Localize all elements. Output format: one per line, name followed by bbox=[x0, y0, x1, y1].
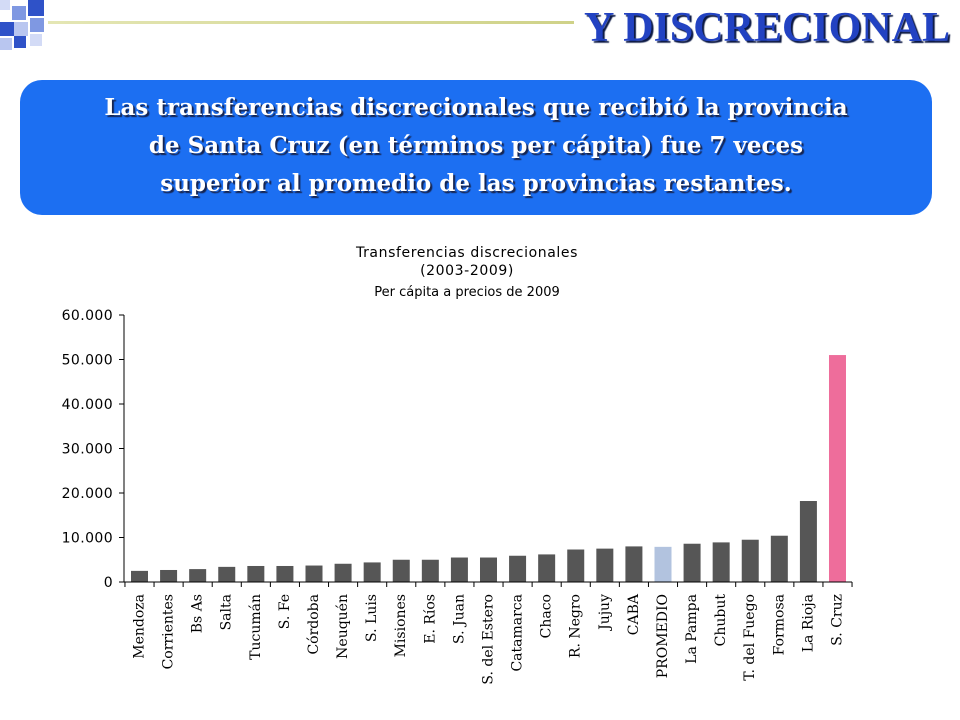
bar-catamarca bbox=[509, 555, 527, 582]
bar-jujuy bbox=[596, 548, 614, 582]
category-label-la-rioja: La Rioja bbox=[800, 594, 816, 652]
bar-corrientes bbox=[160, 569, 178, 582]
bar-salta bbox=[218, 566, 236, 582]
category-label-s-del-estero: S. del Estero bbox=[480, 594, 496, 685]
y-tick-label: 50.000 bbox=[62, 353, 113, 369]
category-label-corrientes: Corrientes bbox=[161, 594, 177, 669]
callout-line-3: superior al promedio de las provincias r… bbox=[160, 170, 792, 197]
category-label-t-del-fuego: T. del Fuego bbox=[742, 594, 758, 681]
decoration-square bbox=[0, 0, 10, 10]
callout-line-1: Las transferencias discrecionales que re… bbox=[104, 94, 848, 121]
bar-tucuman bbox=[247, 565, 265, 582]
decoration-square bbox=[28, 0, 44, 16]
chart-title: Transferencias discrecionales bbox=[355, 245, 578, 261]
callout-box: Las transferencias discrecionales que re… bbox=[20, 80, 932, 215]
bar-s-del-estero bbox=[479, 557, 497, 582]
bar-chubut bbox=[712, 542, 730, 582]
decoration-square bbox=[0, 38, 12, 50]
category-label-chubut: Chubut bbox=[713, 594, 729, 647]
category-label-formosa: Formosa bbox=[771, 594, 787, 655]
decoration-square bbox=[14, 36, 26, 48]
category-label-la-pampa: La Pampa bbox=[684, 594, 700, 664]
bar-bs-as bbox=[189, 569, 207, 582]
y-tick-label: 20.000 bbox=[62, 486, 113, 502]
bar-r-negro bbox=[567, 549, 585, 582]
corner-decoration bbox=[0, 0, 48, 50]
category-label-misiones: Misiones bbox=[393, 594, 409, 657]
category-label-mendoza: Mendoza bbox=[132, 594, 148, 659]
chart-note: Per cápita a precios de 2009 bbox=[374, 285, 560, 300]
bar-t-del-fuego bbox=[741, 539, 759, 582]
y-tick-label: 40.000 bbox=[62, 397, 113, 413]
bar-la-rioja bbox=[799, 501, 817, 582]
bar-s-cruz bbox=[828, 355, 846, 582]
bar-neuquen bbox=[334, 563, 352, 582]
x-axis bbox=[124, 581, 853, 587]
category-label-caba: CABA bbox=[626, 593, 642, 635]
slide-title: Y DISCRECIONAL bbox=[583, 5, 950, 51]
bar-s-fe bbox=[276, 565, 294, 582]
bar-cordoba bbox=[305, 565, 323, 582]
y-tick-label: 60.000 bbox=[62, 308, 113, 324]
category-label-cordoba: Córdoba bbox=[306, 594, 322, 655]
bar-formosa bbox=[770, 535, 788, 582]
bar-mendoza bbox=[131, 570, 148, 582]
y-tick-label: 0 bbox=[104, 575, 113, 591]
category-label-s-fe: S. Fe bbox=[277, 594, 293, 629]
category-label-e-rios: E. Ríos bbox=[422, 594, 438, 644]
bars-group bbox=[131, 355, 846, 582]
y-axis: 0 10.000 20.000 30.000 40.000 50.000 60.000 bbox=[62, 308, 125, 591]
decoration-square bbox=[30, 34, 42, 46]
category-label-r-negro: R. Negro bbox=[568, 594, 584, 658]
bar-e-rios bbox=[421, 559, 439, 582]
decoration-square bbox=[14, 22, 28, 36]
bar-promedio bbox=[654, 546, 672, 582]
decoration-square bbox=[30, 18, 44, 32]
bar-s-luis bbox=[363, 562, 381, 582]
bar-caba bbox=[625, 546, 643, 582]
category-label-catamarca: Catamarca bbox=[510, 594, 526, 672]
category-labels-group: Mendoza Corrientes Bs As Salta Tucumán S. Fe C… bbox=[132, 593, 846, 684]
category-label-s-cruz: S. Cruz bbox=[829, 594, 845, 646]
category-label-jujuy: Jujuy bbox=[597, 594, 613, 632]
category-label-salta: Salta bbox=[219, 594, 235, 630]
callout-line-2: de Santa Cruz (en términos per cápita) f… bbox=[148, 132, 804, 159]
bar-misiones bbox=[392, 559, 410, 582]
category-label-chaco: Chaco bbox=[539, 594, 555, 638]
y-tick-label: 30.000 bbox=[62, 442, 113, 458]
category-label-bs-as: Bs As bbox=[190, 594, 206, 633]
decoration-square bbox=[12, 6, 26, 20]
header-rule bbox=[48, 21, 574, 24]
bar-chaco bbox=[538, 554, 556, 582]
chart-subtitle: (2003-2009) bbox=[420, 263, 514, 279]
bar-chart: 0 10.000 20.000 30.000 40.000 50.000 60.000 Me… bbox=[62, 308, 853, 685]
category-label-s-luis: S. Luis bbox=[364, 594, 380, 642]
category-label-promedio: PROMEDIO bbox=[655, 594, 671, 678]
y-tick-label: 10.000 bbox=[62, 531, 113, 547]
decoration-square bbox=[0, 22, 14, 36]
category-label-neuquen: Neuquén bbox=[335, 594, 351, 659]
category-label-tucuman: Tucumán bbox=[248, 594, 264, 660]
bar-s-juan bbox=[450, 557, 468, 582]
category-label-s-juan: S. Juan bbox=[451, 594, 467, 644]
bar-la-pampa bbox=[683, 543, 701, 582]
